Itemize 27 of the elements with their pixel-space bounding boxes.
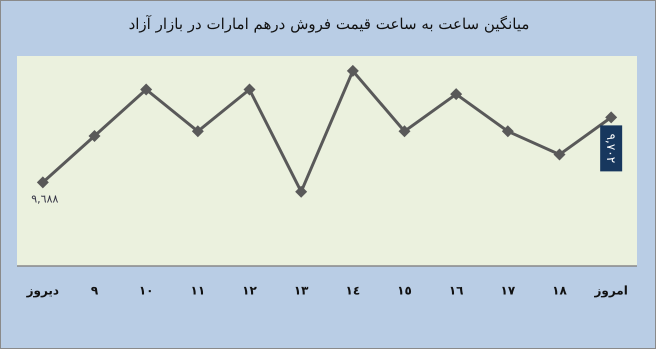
point [36,176,49,188]
point [244,84,256,96]
point [502,125,514,138]
point [554,148,566,161]
point [450,88,462,100]
x-tick-label: ١٠ [138,284,154,298]
x-tick-label: دیروز [26,284,60,298]
x-tick-label: ١٧ [500,284,516,298]
x-tick-label: ١٦ [448,284,464,298]
point [192,125,204,138]
point [88,130,100,142]
point [346,64,359,77]
data-label: ٩,٦٨٨ [31,192,58,206]
point [398,125,410,138]
point [140,84,152,96]
point [295,186,308,198]
x-tick-label: ١١ [190,284,206,298]
data-label: ٩,٧٠٢ [604,134,618,164]
x-tick-label: ١٣ [294,284,310,298]
x-tick-label: ٩ [90,284,99,298]
x-tick-label: ١٢ [242,284,258,298]
x-tick-label: ١٥ [397,284,412,298]
x-tick-label: امروز [593,284,628,298]
x-tick-label: ١٤ [346,284,360,298]
point [605,111,618,124]
chart-title: میانگین ساعت به ساعت قیمت فروش درهم امارات در بازار آزاد [128,15,530,33]
x-tick-label: ١٨ [552,284,568,298]
